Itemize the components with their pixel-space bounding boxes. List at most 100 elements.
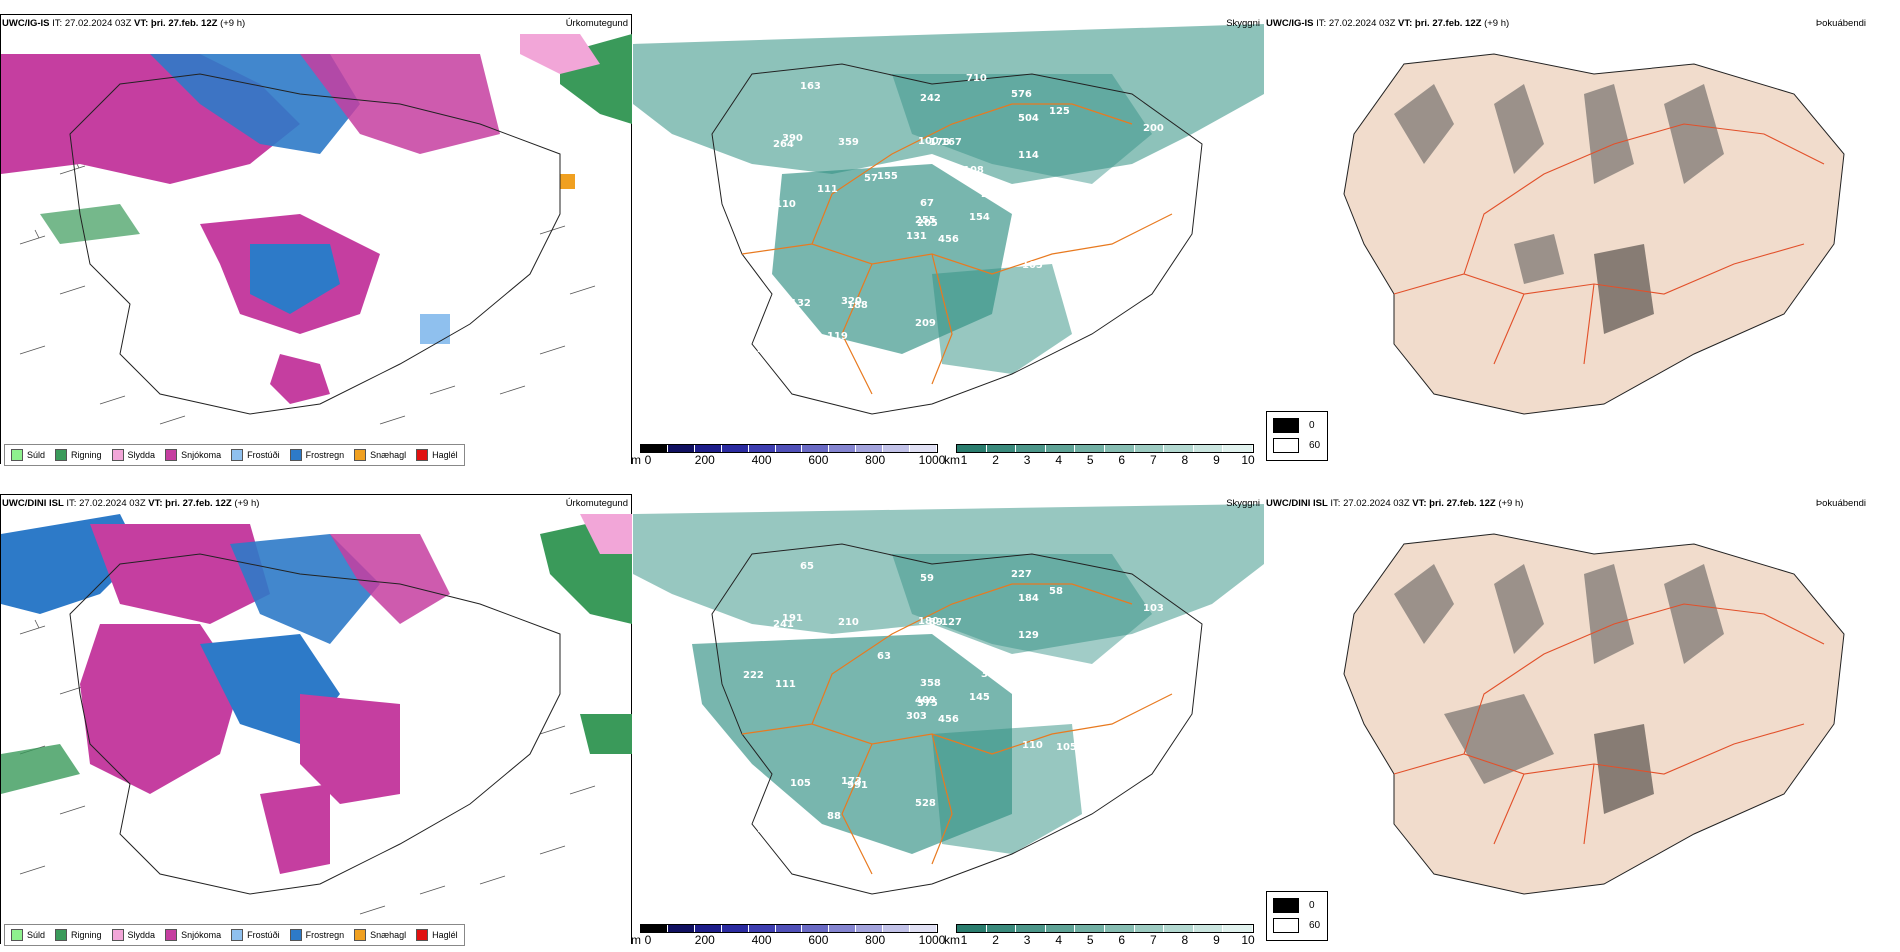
fog-legend-row: 0 [1273, 418, 1315, 433]
panel-header: UWC/IG-IS IT: 27.02.2024 03Z VT: þri. 27… [2, 18, 245, 29]
cloud-base-label: 375 [917, 698, 938, 709]
colorbar-bin [775, 445, 803, 452]
legend-item: Frostúði [231, 449, 280, 461]
cloud-base-label: 174 [1135, 357, 1156, 368]
colorbar-bin [910, 445, 937, 452]
cloud-base-label: 184 [1018, 593, 1039, 604]
fog-legend-row: 0 [1273, 898, 1315, 913]
legend-label: Snæhagl [370, 450, 407, 460]
cloud-base-label: 320 [841, 296, 862, 307]
colorbar-unit: m [632, 933, 641, 947]
colorbar-bin [856, 925, 884, 932]
it-label: IT: [1330, 498, 1341, 509]
fog-legend-label: 0 [1309, 420, 1315, 431]
cloud-base-label: 209 [915, 318, 936, 329]
colorbar-bin [721, 925, 749, 932]
colorbar-bin [1134, 925, 1165, 932]
precip-legend: Súld Rigning Slydda Snjókoma Frostúði Frostre… [4, 444, 465, 466]
precip-areas [1, 514, 632, 874]
colorbar-strip [956, 924, 1254, 933]
fog-map [1343, 53, 1845, 415]
model-name: UWC/IG-IS [1266, 18, 1314, 29]
colorbar-bin [667, 925, 695, 932]
legend-label: Haglél [432, 450, 458, 460]
legend-swatch [111, 449, 124, 461]
cloud-base-label: 155 [877, 171, 898, 182]
legend-label: Snæhagl [370, 930, 407, 940]
colorbar-bin [694, 445, 722, 452]
colorbar-tick: 400 [751, 933, 772, 947]
cloud-base-label: 63 [877, 651, 891, 662]
cloud-base-label: 200 [1143, 123, 1164, 134]
road-network [741, 103, 1173, 395]
colorbar-bin [986, 445, 1017, 452]
colorbar-tick: 600 [808, 933, 829, 947]
cloud-base-label: 108 [963, 165, 984, 176]
cloud-base-label: 100 [918, 136, 939, 147]
legend-item: Haglél [416, 449, 458, 461]
cloud-base-label: 264 [773, 139, 794, 150]
it-value: 27.02.2024 03Z [79, 498, 146, 509]
colorbar-bin [775, 925, 803, 932]
cloud-base-label: 242 [920, 93, 941, 104]
legend-label: Frostúði [247, 930, 280, 940]
fog-legend-row: 60 [1273, 438, 1320, 453]
legend-item: Frostregn [289, 929, 344, 941]
cloud-base-label: 390 [782, 133, 803, 144]
cloud-base-label: 145 [1056, 262, 1077, 273]
panel-title: Úrkomutegund [565, 18, 628, 29]
legend-item: Rigning [55, 449, 102, 461]
precip-areas [1, 34, 632, 404]
model-name: UWC/IG-IS [2, 18, 50, 29]
colorbar-tick: 1 [960, 453, 968, 467]
colorbar-tick: 10 [1241, 453, 1255, 467]
colorbar-bin [1223, 925, 1253, 932]
cloud-base-label: 784 [963, 645, 984, 656]
vt-label: VT: [134, 18, 149, 29]
altitude-colorbar: m 0 200 400 600 800 1000 [632, 442, 948, 470]
it-value: 27.02.2024 03Z [1343, 498, 1410, 509]
colorbar-tick: 800 [865, 933, 886, 947]
fog-shading [1394, 84, 1724, 334]
fog-shading [1394, 564, 1724, 814]
cloud-base-label: 110 [775, 199, 796, 210]
legend-swatch [55, 449, 68, 461]
colorbar-bin [1134, 445, 1165, 452]
lead-time: (+9 h) [220, 18, 246, 29]
colorbar-bin [1164, 925, 1194, 932]
cloud-base-label: 83 [987, 187, 1001, 198]
it-label: IT: [66, 498, 77, 509]
cloud-base-label: 88 [827, 811, 841, 822]
cloud-base-label: 528 [915, 798, 936, 809]
legend-label: Snjókoma [181, 450, 222, 460]
colorbar-tick: 6 [1118, 933, 1126, 947]
panel-header: UWC/DINI ISL IT: 27.02.2024 03Z VT: þri.… [1266, 498, 1523, 509]
colorbar-bin [910, 925, 937, 932]
colorbar-tick: 600 [808, 453, 829, 467]
colorbar-tick: 200 [694, 453, 715, 467]
legend-swatch [231, 449, 244, 461]
lead-time: (+9 h) [1498, 498, 1524, 509]
cloud-base-label: 132 [790, 298, 811, 309]
colorbar-tick: 8 [1181, 453, 1189, 467]
it-label: IT: [52, 18, 63, 29]
colorbar-tick: 0 [644, 933, 652, 947]
cloud-base-label: 409 [915, 695, 936, 706]
cloud-base-label: 105 [1022, 260, 1043, 271]
model-name: UWC/DINI ISL [2, 498, 64, 509]
legend-label: Rigning [71, 930, 102, 940]
iceland-outline [69, 553, 561, 895]
cloud-base-label: 167 [941, 137, 962, 148]
colorbar-bin [883, 445, 911, 452]
colorbar-tick: 5 [1086, 933, 1094, 947]
cloud-base-label: 359 [838, 137, 859, 148]
cloud-base-label: 119 [827, 331, 848, 342]
colorbar-tick: 5 [1086, 453, 1094, 467]
cloud-base-label: 210 [838, 617, 859, 628]
colorbar-tick: 9 [1213, 933, 1220, 947]
fog-legend-label: 0 [1309, 900, 1315, 911]
colorbar-tick: 4 [1055, 453, 1062, 467]
legend-item: Snjókoma [165, 929, 221, 941]
road-network [741, 583, 1173, 875]
precip-legend: Súld Rigning Slydda Snjókoma Frostúði Frostre… [4, 924, 465, 946]
